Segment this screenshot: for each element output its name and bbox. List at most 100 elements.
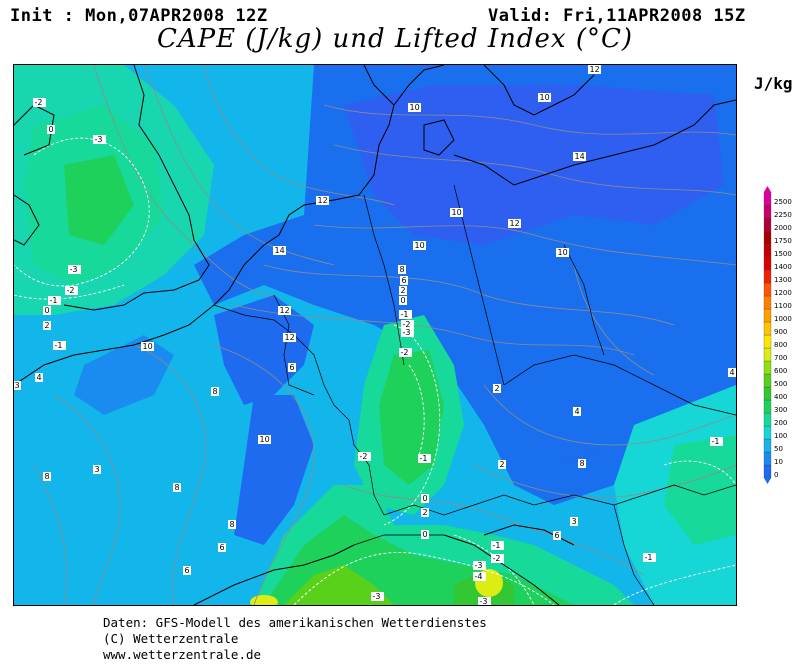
svg-text:-1: -1 xyxy=(712,437,720,446)
colorbar-label: 800 xyxy=(774,341,787,349)
svg-text:0: 0 xyxy=(49,125,54,134)
li-label: -2 xyxy=(358,452,371,461)
colorbar-label: 100 xyxy=(774,432,787,440)
colorbar-label: 1500 xyxy=(774,250,792,258)
svg-text:12: 12 xyxy=(285,333,295,342)
li-label: 10 xyxy=(258,435,271,444)
svg-text:-3: -3 xyxy=(475,561,483,570)
li-label: 10 xyxy=(408,103,421,112)
li-label: -1 xyxy=(53,341,66,350)
li-label: 2 xyxy=(493,384,501,393)
colorbar-label: 1200 xyxy=(774,289,792,297)
li-label: -3 xyxy=(478,597,491,605)
li-label: 14 xyxy=(273,246,286,255)
colorbar-swatch xyxy=(763,243,772,258)
svg-text:3: 3 xyxy=(572,517,577,526)
li-label: 6 xyxy=(553,531,561,540)
li-label: 14 xyxy=(573,152,586,161)
li-label: -2 xyxy=(401,320,414,329)
svg-text:-2: -2 xyxy=(401,348,409,357)
svg-text:-1: -1 xyxy=(55,341,63,350)
colorbar-label: 50 xyxy=(774,445,783,453)
colorbar-swatch xyxy=(763,399,772,414)
svg-text:10: 10 xyxy=(410,103,420,112)
colorbar-swatch xyxy=(763,269,772,284)
li-label: -2 xyxy=(33,98,46,107)
colorbar-swatch xyxy=(763,282,772,297)
colorbar-label: 600 xyxy=(774,367,787,375)
footer-website: www.wetterzentrale.de xyxy=(103,647,262,662)
svg-text:-3: -3 xyxy=(403,328,411,337)
li-label: -3 xyxy=(371,592,384,601)
li-label: -1 xyxy=(643,553,656,562)
li-label: 2 xyxy=(43,321,51,330)
li-label: 2 xyxy=(498,460,506,469)
li-label: 10 xyxy=(556,248,569,257)
li-label: 2 xyxy=(399,286,407,295)
svg-text:0: 0 xyxy=(423,494,428,503)
svg-text:-3: -3 xyxy=(373,592,381,601)
li-label: 0 xyxy=(421,530,429,539)
colorbar-swatch xyxy=(763,321,772,336)
svg-text:12: 12 xyxy=(510,219,520,228)
colorbar-bottom-tip xyxy=(764,478,771,484)
li-label: 8 xyxy=(211,387,219,396)
colorbar-label: 900 xyxy=(774,328,787,336)
li-label: -1 xyxy=(48,296,61,305)
li-label: -1 xyxy=(710,437,723,446)
svg-text:0: 0 xyxy=(45,306,50,315)
svg-text:6: 6 xyxy=(185,566,190,575)
li-label: 8 xyxy=(228,520,236,529)
svg-text:6: 6 xyxy=(555,531,560,540)
svg-text:-4: -4 xyxy=(475,572,483,581)
colorbar-label: 400 xyxy=(774,393,787,401)
svg-text:10: 10 xyxy=(260,435,270,444)
li-label: 4 xyxy=(728,368,736,377)
footer-copyright: (C) Wetterzentrale xyxy=(103,631,239,646)
li-label: 10 xyxy=(413,241,426,250)
svg-text:-1: -1 xyxy=(401,310,409,319)
colorbar-label: 1400 xyxy=(774,263,792,271)
li-label: 3 xyxy=(14,381,21,390)
cape-map: -2 0 -3 -3 -1 -2 0 2 -1 4 3 12 10 14 12 10 12 10 12 14 10 10 8… xyxy=(13,64,737,606)
footer: Daten: GFS-Modell des amerikanischen Wet… xyxy=(103,615,487,663)
init-time: Init : Mon,07APR2008 12Z xyxy=(10,6,268,26)
li-label: 10 xyxy=(538,93,551,102)
colorbar-swatch xyxy=(763,204,772,219)
colorbar-label: 1000 xyxy=(774,315,792,323)
li-label: 0 xyxy=(399,296,407,305)
colorbar-label: 1300 xyxy=(774,276,792,284)
svg-text:12: 12 xyxy=(590,65,600,74)
li-label: -1 xyxy=(418,454,431,463)
li-label: 8 xyxy=(173,483,181,492)
li-label: 12 xyxy=(278,306,291,315)
colorbar-swatch xyxy=(763,386,772,401)
svg-text:10: 10 xyxy=(415,241,425,250)
li-label: -3 xyxy=(473,561,486,570)
svg-text:-1: -1 xyxy=(420,454,428,463)
svg-text:-3: -3 xyxy=(70,265,78,274)
cape-colorbar: 0 10 50 100 200 300 400 500 600 700 800 900 1000 1100… xyxy=(763,186,792,484)
svg-text:-1: -1 xyxy=(50,296,58,305)
colorbar-swatch xyxy=(763,412,772,427)
svg-text:3: 3 xyxy=(15,381,20,390)
svg-text:10: 10 xyxy=(540,93,550,102)
svg-text:4: 4 xyxy=(37,373,42,382)
colorbar-swatch xyxy=(763,308,772,323)
colorbar-label: 2000 xyxy=(774,224,792,232)
li-label: 3 xyxy=(570,517,578,526)
colorbar-label: 2500 xyxy=(774,198,792,206)
li-label: 0 xyxy=(43,306,51,315)
li-label: -1 xyxy=(399,310,412,319)
svg-text:8: 8 xyxy=(230,520,235,529)
colorbar-top-tip xyxy=(764,186,771,192)
colorbar-swatch xyxy=(763,373,772,388)
svg-text:2: 2 xyxy=(500,460,505,469)
lifted-index-labels: -20-3-3-1-202-14312101412101210121410108… xyxy=(14,65,736,605)
colorbar-label: 2250 xyxy=(774,211,792,219)
colorbar-label: 300 xyxy=(774,406,787,414)
li-label: 6 xyxy=(400,276,408,285)
colorbar-label: 1100 xyxy=(774,302,792,310)
svg-text:6: 6 xyxy=(220,543,225,552)
li-label: 0 xyxy=(421,494,429,503)
